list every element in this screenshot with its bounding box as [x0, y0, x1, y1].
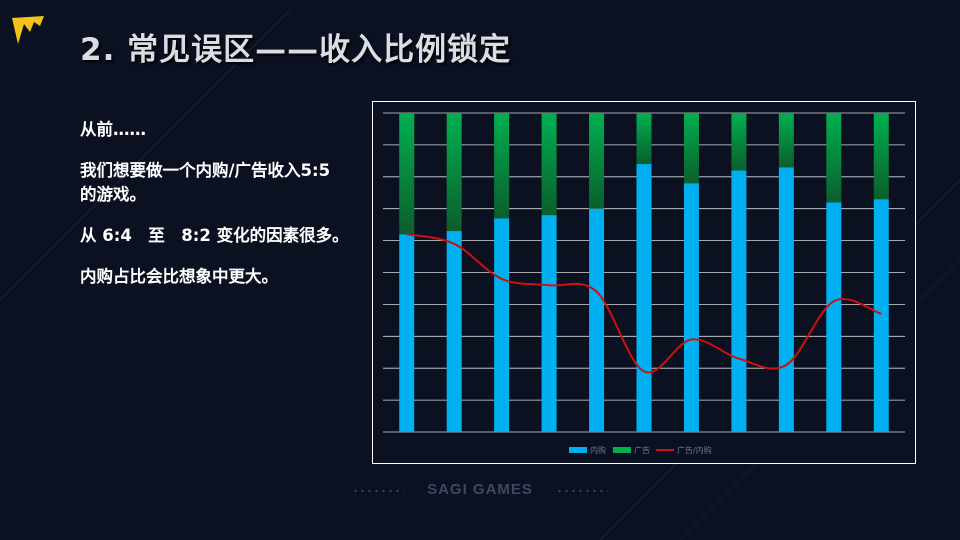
- bar-ad-1: [399, 113, 414, 234]
- bar-iap-4: [542, 215, 557, 432]
- bar-ad-3: [494, 113, 509, 218]
- sagi-logo-icon: [10, 14, 46, 46]
- bar-iap-11: [874, 199, 889, 432]
- bar-ad-5: [589, 113, 604, 209]
- bar-ad-9: [779, 113, 794, 167]
- bar-ad-2: [447, 113, 462, 231]
- legend-label-1: 广告: [634, 445, 650, 455]
- bar-iap-8: [731, 170, 746, 432]
- legend-swatch-0: [569, 447, 587, 453]
- body-text: 从前…… 我们想要做一个内购/广告收入5:5 的游戏。 从 6:4 至 8:2 …: [80, 118, 350, 306]
- paragraph-factors: 从 6:4 至 8:2 变化的因素很多。: [80, 224, 350, 248]
- bar-iap-6: [637, 164, 652, 432]
- legend-swatch-1: [613, 447, 631, 453]
- paragraph-conclusion: 内购占比会比想象中更大。: [80, 265, 350, 289]
- legend-label-0: 内购: [590, 445, 606, 455]
- bar-ad-6: [637, 113, 652, 164]
- bar-iap-1: [399, 234, 414, 432]
- footer-dots-right: [556, 490, 608, 492]
- bar-ad-7: [684, 113, 699, 183]
- bar-iap-5: [589, 209, 604, 432]
- bar-ad-8: [731, 113, 746, 170]
- chart-canvas: 内购 广告 广告/内购: [373, 102, 915, 463]
- legend-label-2: 广告/内购: [677, 445, 712, 455]
- bar-ad-11: [874, 113, 889, 199]
- page-title: 2. 常见误区——收入比例锁定: [80, 24, 511, 69]
- bar-iap-10: [826, 202, 841, 432]
- paragraph-before: 从前……: [80, 118, 350, 142]
- bar-iap-7: [684, 183, 699, 432]
- bar-ad-10: [826, 113, 841, 202]
- paragraph-goal: 我们想要做一个内购/广告收入5:5 的游戏。: [80, 159, 350, 207]
- footer: SAGI GAMES: [0, 481, 960, 501]
- revenue-ratio-chart: 内购 广告 广告/内购: [372, 101, 916, 464]
- chart-legend: 内购 广告 广告/内购: [569, 445, 712, 455]
- footer-brand: SAGI GAMES: [0, 481, 960, 498]
- bar-iap-9: [779, 167, 794, 432]
- bar-ad-4: [542, 113, 557, 215]
- bar-iap-2: [447, 231, 462, 432]
- bar-iap-3: [494, 218, 509, 432]
